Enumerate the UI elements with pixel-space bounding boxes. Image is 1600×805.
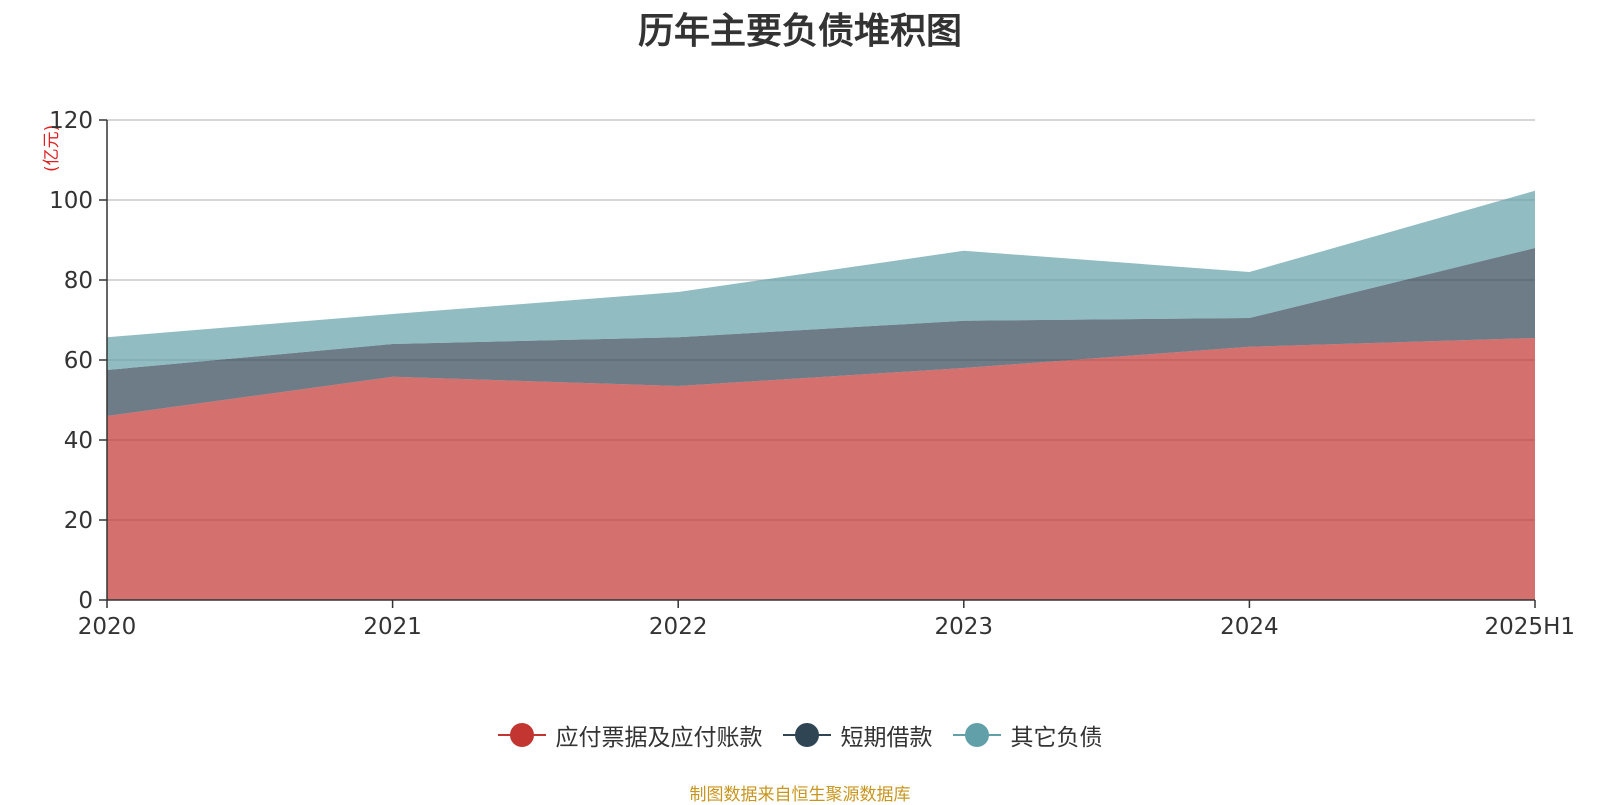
data-source-note: 制图数据来自恒生聚源数据库 [689, 785, 911, 805]
y-tick-label: 80 [64, 268, 93, 294]
legend-label: 短期借款 [840, 725, 933, 751]
y-axis-ticks: 0 20 40 60 80 100 120 [49, 108, 107, 614]
x-tick-label: 2023 [935, 614, 994, 640]
legend-label: 其它负债 [1010, 725, 1103, 751]
legend-accounts-payable-icon [497, 723, 546, 747]
legend: 应付票据及应付账款 短期借款 其它负债 [0, 718, 1600, 752]
area-short-term-loans[interactable] [107, 248, 1535, 416]
chart-title: 历年主要负债堆积图 [637, 11, 962, 52]
area-accounts-payable[interactable] [107, 338, 1535, 600]
x-tick-label: 2024 [1220, 614, 1279, 640]
x-tick-label: 2020 [78, 614, 137, 640]
y-tick-label: 20 [64, 508, 93, 534]
legend-short-term-loans-icon [782, 723, 831, 747]
y-tick-label: 40 [64, 428, 93, 454]
x-tick-label: 2022 [649, 614, 708, 640]
x-tick-label: 2021 [363, 614, 422, 640]
x-tick-label: 2025H1 [1485, 614, 1575, 640]
legend-other-liabilities-icon [952, 723, 1001, 747]
y-tick-label: 0 [78, 588, 93, 614]
x-axis-ticks: 2020 2021 2022 2023 2024 2025H1 [78, 600, 1575, 640]
legend-item-accounts-payable[interactable]: 应付票据及应付账款 [497, 718, 763, 752]
legend-item-short-term-loans[interactable]: 短期借款 [782, 718, 933, 752]
area-series [107, 190, 1535, 600]
legend-label: 应付票据及应付账款 [555, 725, 763, 751]
area-other-liabilities[interactable] [107, 190, 1535, 370]
y-tick-label: 100 [49, 188, 93, 214]
y-tick-label: 120 [49, 108, 93, 134]
legend-item-other-liabilities[interactable]: 其它负债 [952, 718, 1103, 752]
y-tick-label: 60 [64, 348, 93, 374]
